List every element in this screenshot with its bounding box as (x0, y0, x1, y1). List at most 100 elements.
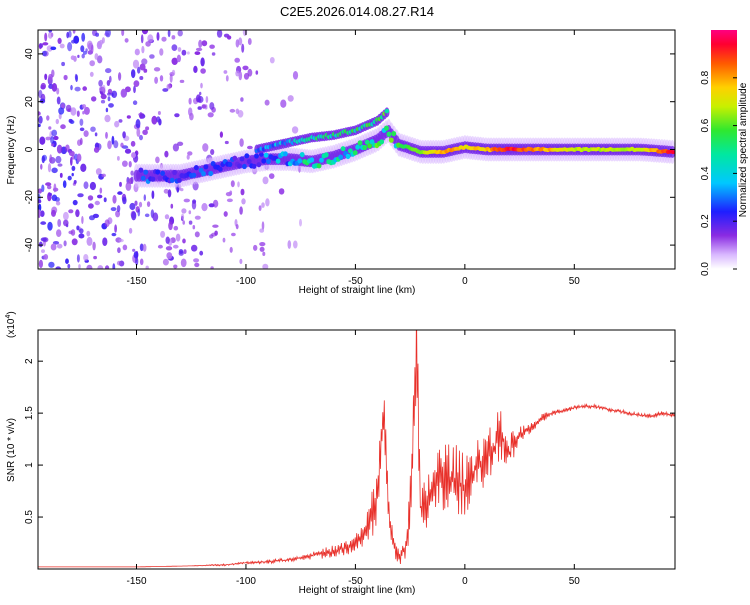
noise-speckle (91, 96, 97, 102)
spectrogram-y-axis-label: Frequency (Hz) (6, 116, 17, 185)
noise-speckle (48, 126, 52, 130)
noise-speckle (71, 39, 76, 44)
noise-speckle (40, 82, 46, 90)
spectrogram-y-tick-label: 40 (24, 48, 35, 60)
noise-speckle (287, 95, 294, 102)
noise-speckle (262, 263, 269, 269)
noise-speckle (180, 258, 187, 268)
noise-speckle (193, 258, 200, 263)
svg-text:(x104): (x104) (5, 311, 17, 338)
noise-speckle (223, 211, 228, 217)
noise-speckle (152, 212, 159, 222)
noise-speckle (160, 230, 166, 238)
noise-speckle (159, 75, 164, 82)
ridge-point (283, 151, 288, 157)
noise-speckle (68, 209, 74, 214)
noise-speckle (108, 103, 114, 108)
noise-speckle (134, 48, 140, 56)
noise-speckle (199, 91, 202, 96)
noise-speckle (117, 156, 120, 161)
spectrogram-x-axis-label: Height of straight line (km) (299, 285, 416, 296)
spectrogram-marks (38, 30, 675, 269)
noise-speckle (63, 74, 68, 81)
noise-speckle (86, 264, 93, 269)
noise-speckle (89, 60, 95, 67)
noise-speckle (63, 211, 69, 221)
noise-speckle (38, 259, 44, 269)
noise-speckle (225, 75, 229, 82)
noise-speckle (68, 150, 75, 157)
noise-speckle (143, 68, 148, 73)
noise-speckle (71, 165, 76, 171)
noise-speckle (178, 249, 184, 254)
noise-speckle (211, 52, 216, 56)
snr-y-tick-label: 2 (24, 358, 35, 364)
noise-speckle (83, 50, 87, 55)
ridge-point (299, 152, 305, 158)
noise-speckle (72, 30, 76, 34)
noise-speckle (61, 103, 65, 109)
ridge-point (263, 152, 269, 158)
noise-speckle (139, 243, 144, 252)
noise-speckle (194, 262, 200, 268)
noise-speckle (130, 140, 136, 147)
snr-series-line (38, 330, 675, 568)
noise-speckle (39, 43, 44, 49)
ridge-point (143, 169, 149, 175)
noise-speckle (230, 180, 235, 188)
noise-speckle (149, 54, 155, 59)
noise-speckle (82, 110, 85, 115)
ridge-point (160, 170, 166, 176)
noise-speckle (38, 111, 41, 116)
noise-speckle (105, 68, 112, 74)
noise-speckle (124, 86, 131, 93)
noise-speckle (167, 30, 171, 38)
ridge-point (254, 153, 259, 159)
noise-speckle (258, 205, 262, 212)
noise-speckle (96, 40, 102, 50)
noise-speckle (164, 150, 169, 158)
noise-speckle (138, 201, 143, 208)
noise-speckle (79, 228, 84, 234)
noise-speckle (239, 206, 243, 215)
noise-speckle (173, 244, 179, 249)
noise-speckle (170, 203, 174, 209)
snr-ticks: -150 -100 -50 0 50 0.5 1 1.5 2 (24, 330, 675, 587)
ridge-point (316, 163, 322, 169)
noise-speckle (124, 38, 129, 43)
noise-speckle (241, 43, 245, 53)
snr-y-tick-label: 1 (24, 462, 35, 468)
noise-speckle (224, 140, 229, 145)
noise-speckle (47, 184, 52, 190)
noise-speckle (237, 181, 240, 188)
colorbar-tick-label: 0.6 (700, 118, 711, 132)
noise-speckle (39, 98, 46, 104)
noise-speckle (114, 224, 117, 233)
noise-speckle (128, 227, 133, 234)
colorbar-gradient (711, 30, 737, 269)
noise-speckle (99, 86, 105, 92)
ridge-point (246, 158, 252, 165)
noise-speckle (74, 86, 81, 92)
noise-speckle (86, 236, 93, 246)
noise-speckle (261, 202, 265, 208)
noise-speckle (55, 118, 59, 125)
noise-speckle (131, 152, 136, 159)
noise-speckle (41, 155, 45, 164)
noise-speckle (56, 144, 63, 154)
noise-speckle (100, 99, 106, 104)
noise-speckle (171, 35, 176, 40)
noise-speckle (141, 45, 145, 54)
noise-speckle (200, 68, 206, 74)
noise-speckle (162, 258, 169, 266)
noise-speckle (93, 146, 100, 153)
colorbar-ticks: 0.0 0.2 0.4 0.6 0.8 (700, 70, 737, 276)
noise-speckle (154, 76, 159, 84)
spectrogram-x-tick-label: -50 (348, 276, 363, 287)
ridge-point (201, 171, 206, 177)
noise-speckle (134, 200, 138, 206)
noise-speckle (151, 190, 155, 199)
ridge-point (384, 125, 389, 131)
noise-speckle (124, 148, 132, 154)
